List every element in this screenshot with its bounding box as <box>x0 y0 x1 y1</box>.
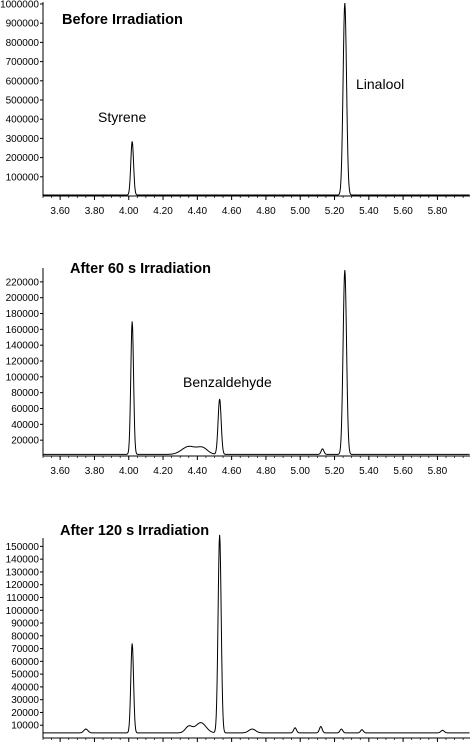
x-tick-label: 3.80 <box>85 466 105 477</box>
y-tick-label: 60000 <box>11 404 39 415</box>
x-tick-label: 4.60 <box>222 466 242 477</box>
peak-label-styrene: Styrene <box>98 109 146 125</box>
chromatogram-trace <box>43 534 470 734</box>
x-tick-label: 4.20 <box>153 206 173 217</box>
y-tick-label: 150000 <box>6 542 40 553</box>
y-tick-label: 100000 <box>6 606 40 617</box>
x-tick-label: 4.60 <box>222 206 242 217</box>
y-tick-label: 70000 <box>11 644 39 655</box>
y-tick-label: 400000 <box>6 115 40 126</box>
y-tick-label: 40000 <box>11 682 39 693</box>
x-tick-label: 4.40 <box>188 466 208 477</box>
y-tick-label: 500000 <box>6 96 40 107</box>
x-tick-label: 3.60 <box>50 466 70 477</box>
x-tick-label: 5.20 <box>325 466 345 477</box>
y-tick-label: 180000 <box>6 309 40 320</box>
y-tick-label: 130000 <box>6 567 40 578</box>
y-tick-label: 110000 <box>6 593 39 604</box>
y-tick-label: 800000 <box>6 38 40 49</box>
y-tick-label: 50000 <box>11 670 39 681</box>
peak-label-benzaldehyde: Benzaldehyde <box>183 374 272 390</box>
y-tick-label: 140000 <box>6 341 40 352</box>
y-tick-label: 80000 <box>11 388 39 399</box>
y-tick-label: 90000 <box>11 619 39 630</box>
y-tick-label: 60000 <box>11 657 39 668</box>
y-tick-label: 300000 <box>6 134 40 145</box>
chart-panel-1: 100000 200000 300000 400000 500000 600000 7000… <box>0 0 470 217</box>
peak-label-linalool: Linalool <box>356 76 404 92</box>
y-tick-label: 20000 <box>11 436 39 447</box>
y-tick-label: 120000 <box>6 580 40 591</box>
panel-title: After 60 s Irradiation <box>70 261 211 277</box>
panel-title: Before Irradiation <box>62 12 183 28</box>
y-tick-label: 220000 <box>6 277 40 288</box>
y-tick-label: 10000 <box>11 721 39 732</box>
x-tick-label: 5.40 <box>359 206 379 217</box>
x-tick-label: 4.00 <box>119 206 139 217</box>
y-tick-label: 900000 <box>6 19 40 30</box>
chromatogram-trace <box>43 3 470 196</box>
x-tick-label: 4.80 <box>256 206 276 217</box>
x-tick-label: 4.80 <box>256 466 276 477</box>
y-tick-label: 200000 <box>6 293 40 304</box>
chart-panel-2: 20000 40000 60000 80000 100000 120000 140000 16… <box>6 261 470 477</box>
y-tick-label: 30000 <box>11 695 39 706</box>
x-tick-label: 4.00 <box>119 466 139 477</box>
y-tick-label: 600000 <box>6 76 40 87</box>
y-tick-label: 120000 <box>6 357 40 368</box>
x-tick-label: 5.40 <box>359 466 379 477</box>
y-tick-label: 40000 <box>11 420 39 431</box>
y-tick-label: 100000 <box>6 372 40 383</box>
x-tick-label: 3.80 <box>85 206 105 217</box>
x-tick-label: 5.60 <box>393 466 413 477</box>
y-tick-label: 160000 <box>6 325 40 336</box>
panel-title: After 120 s Irradiation <box>60 523 209 539</box>
x-tick-label: 5.20 <box>325 206 345 217</box>
x-tick-label: 5.80 <box>428 206 448 217</box>
y-tick-label: 200000 <box>6 153 40 164</box>
y-tick-label: 140000 <box>6 555 40 566</box>
y-tick-label: 1000000 <box>0 0 39 11</box>
y-tick-label: 100000 <box>6 172 40 183</box>
y-tick-label: 80000 <box>11 631 39 642</box>
x-tick-label: 4.40 <box>188 206 208 217</box>
x-tick-label: 3.60 <box>50 206 70 217</box>
x-tick-label: 5.00 <box>290 206 310 217</box>
x-tick-label: 5.00 <box>290 466 310 477</box>
x-tick-label: 5.80 <box>428 466 448 477</box>
x-tick-label: 5.60 <box>393 206 413 217</box>
y-tick-label: 700000 <box>6 57 40 68</box>
chromatogram-trace <box>43 269 470 455</box>
y-tick-label: 20000 <box>11 708 39 719</box>
x-tick-label: 4.20 <box>153 466 173 477</box>
